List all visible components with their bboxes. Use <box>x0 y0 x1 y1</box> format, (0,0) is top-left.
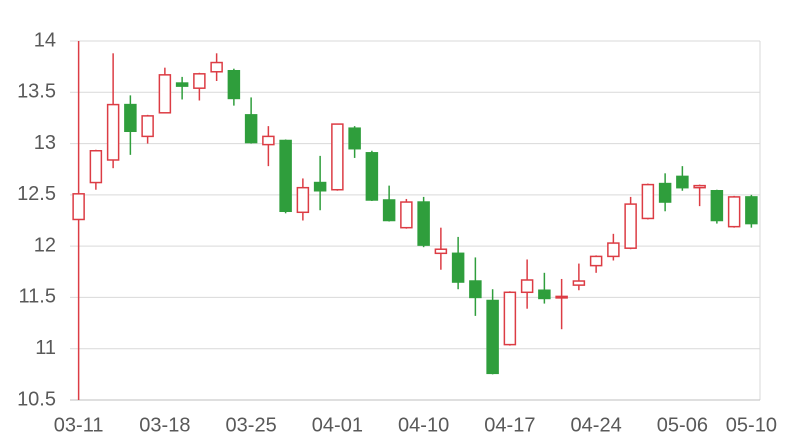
candle-body <box>572 280 586 286</box>
candle-body <box>400 201 413 229</box>
y-tick-label: 14 <box>34 29 56 51</box>
candle-body <box>589 255 603 267</box>
candle-body <box>693 184 706 189</box>
y-tick-label: 13 <box>34 132 56 154</box>
candle-body <box>72 193 85 221</box>
candle-body <box>417 201 430 246</box>
candle-body <box>348 127 361 150</box>
candle-body <box>227 69 241 100</box>
candle-body <box>279 139 292 213</box>
candle-body <box>158 74 172 114</box>
candle-body <box>486 299 499 375</box>
candle-body <box>365 152 379 201</box>
x-tick-label: 04-10 <box>398 414 449 436</box>
candle-body <box>469 280 482 299</box>
candle-body <box>141 115 154 138</box>
candle-body <box>745 196 758 225</box>
y-tick-label: 11.5 <box>19 286 56 308</box>
candle-body <box>727 196 741 228</box>
y-tick-label: 12.5 <box>17 183 56 205</box>
candle-body <box>555 295 568 299</box>
candle-body <box>451 252 465 283</box>
candle-body <box>193 73 206 89</box>
x-tick-label: 04-17 <box>484 414 535 436</box>
candle-body <box>538 289 551 300</box>
candle-body <box>520 279 534 294</box>
y-tick-label: 10.5 <box>17 388 56 410</box>
candle-body <box>331 123 344 191</box>
y-tick-label: 13.5 <box>17 81 56 103</box>
candle-body <box>658 182 672 203</box>
candle-body <box>641 183 655 220</box>
y-tick-label: 11 <box>35 337 56 359</box>
candle-body <box>106 103 120 161</box>
candle-body <box>313 181 327 192</box>
candle-body <box>296 186 310 214</box>
candle-body <box>262 135 275 146</box>
x-tick-label: 03-25 <box>226 414 277 436</box>
candle-body <box>175 82 189 87</box>
x-tick-label: 05-10 <box>726 414 777 436</box>
x-tick-label: 03-11 <box>54 414 104 436</box>
candle-body <box>607 242 620 258</box>
candle-body <box>382 199 396 222</box>
candle-body <box>503 291 517 346</box>
candle-body <box>210 61 223 73</box>
x-tick-label: 05-06 <box>657 414 708 436</box>
x-tick-label: 04-01 <box>312 414 363 436</box>
candle-body <box>434 248 448 255</box>
candle-body <box>710 190 724 222</box>
candle-body <box>244 114 258 144</box>
candle-body <box>124 103 137 133</box>
candle-body <box>89 150 103 184</box>
y-tick-label: 12 <box>34 234 56 256</box>
candle-body <box>676 175 689 189</box>
candle-body <box>624 203 637 249</box>
x-tick-label: 03-18 <box>139 414 190 436</box>
x-tick-label: 04-24 <box>571 414 622 436</box>
